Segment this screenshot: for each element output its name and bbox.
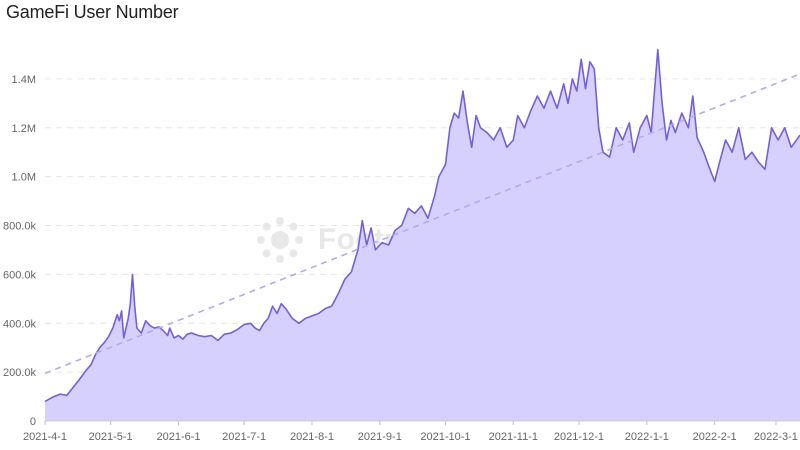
x-tick-label: 2022-1-1 <box>625 431 669 443</box>
y-tick-label: 600.0k <box>3 269 37 281</box>
series-area-group <box>44 48 800 421</box>
y-tick-label: 1.4M <box>12 74 36 86</box>
trendline-group <box>44 73 800 375</box>
x-tick-label: 2021-12-1 <box>554 431 604 443</box>
trendline <box>44 73 800 375</box>
y-tick-label: 800.0k <box>3 221 37 233</box>
y-tick-label: 1.0M <box>12 172 36 184</box>
x-tick-label: 2021-4-1 <box>23 431 67 443</box>
y-tick-label: 200.0k <box>3 367 37 379</box>
y-tick-label: 1.2M <box>12 123 36 135</box>
x-tick-label: 2021-11-1 <box>489 431 538 443</box>
x-tick-label: 2021-7-1 <box>222 431 266 443</box>
y-tick-label: 400.0k <box>3 318 37 330</box>
x-tick-label: 2022-3-1 <box>754 431 798 443</box>
x-tick-label: 2021-10-1 <box>420 431 470 443</box>
axes: 0 200.0k 400.0k 600.0k 800.0k 1.0M 1.2M 1.4M 202… <box>3 74 800 443</box>
x-tick-label: 2021-6-1 <box>156 431 200 443</box>
chart-title: GameFi User Number <box>6 2 179 22</box>
series-area <box>45 49 800 421</box>
x-tick-label: 2021-5-1 <box>89 431 133 443</box>
series-line <box>44 48 800 403</box>
y-tick-label: 0 <box>30 416 36 428</box>
x-tick-label: 2022-2-1 <box>693 431 737 443</box>
x-tick-label: 2021-8-1 <box>290 431 334 443</box>
x-tick-label: 2021-9-1 <box>358 431 402 443</box>
